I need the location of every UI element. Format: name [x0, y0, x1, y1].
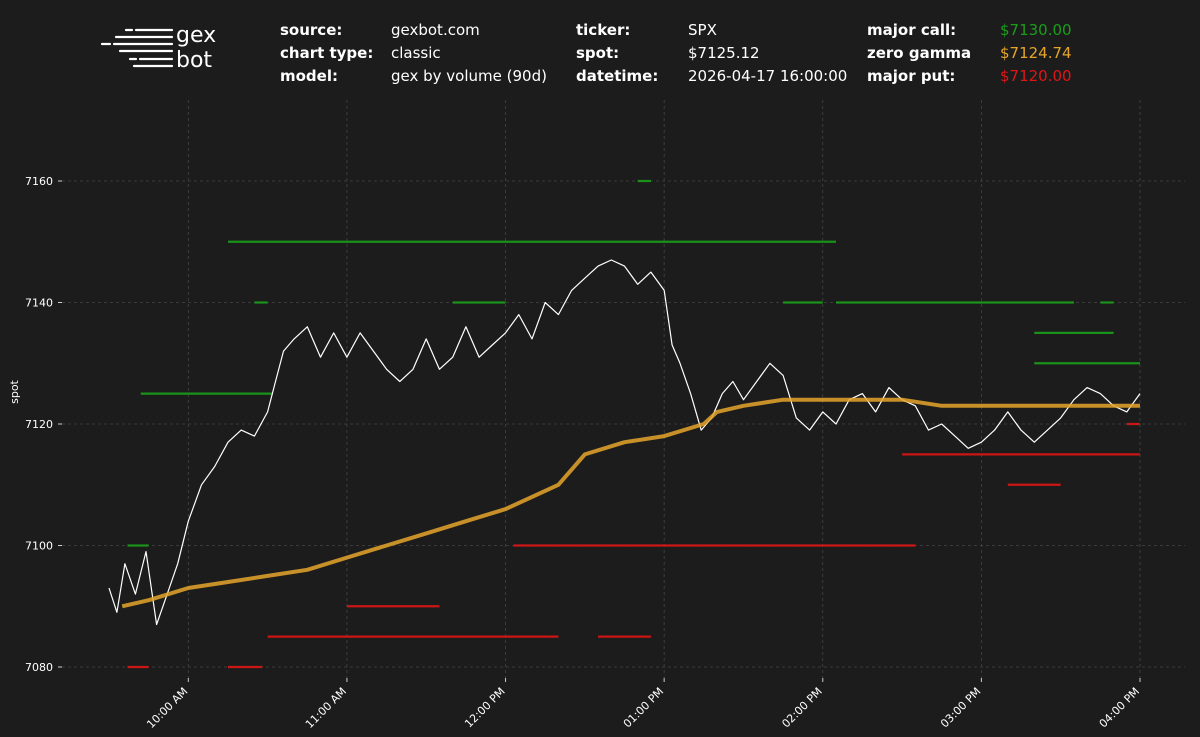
- header-value: classic: [391, 44, 441, 62]
- header-value-major-put: $7120.00: [1000, 67, 1072, 85]
- x-tick-label: 10:00 AM: [144, 685, 190, 731]
- x-tick-label: 01:00 PM: [621, 685, 666, 730]
- y-tick-label: 7100: [25, 540, 53, 553]
- speed-lines-icon: [100, 28, 174, 68]
- y-tick-label: 7160: [25, 175, 53, 188]
- y-tick-label: 7140: [25, 297, 53, 310]
- header-key: chart type:: [280, 44, 374, 62]
- logo-word-bot: bot: [176, 48, 212, 72]
- header-ticker-row: ticker:: [576, 19, 630, 42]
- header-value: $7125.12: [688, 44, 760, 62]
- header-value-major-call: $7130.00: [1000, 21, 1072, 39]
- header-chart-type-row: chart type:: [280, 42, 373, 65]
- header-value-zero-gamma: $7124.74: [1000, 44, 1072, 62]
- header-value: SPX: [688, 21, 717, 39]
- y-axis-label: spot: [8, 379, 21, 403]
- header-value: gexbot.com: [391, 21, 480, 39]
- header-value: 2026-04-17 16:00:00: [688, 67, 848, 85]
- header-key: datetime:: [576, 67, 659, 85]
- header-major-put-row: major put:: [867, 65, 955, 88]
- header-source-row: source:: [280, 19, 342, 42]
- x-tick-label: 03:00 PM: [938, 685, 983, 730]
- spot-price-line: [108, 259, 1141, 626]
- header-key: model:: [280, 67, 338, 85]
- gexbot-logo: gex bot: [100, 23, 216, 72]
- header-key: major call:: [867, 21, 957, 39]
- header-datetime-row: datetime:: [576, 65, 658, 88]
- zero-gamma-line: [121, 397, 1140, 609]
- header-key: major put:: [867, 67, 956, 85]
- y-tick-label: 7120: [25, 418, 53, 431]
- header-key: spot:: [576, 44, 620, 62]
- header-value: gex by volume (90d): [391, 67, 547, 85]
- header-key: source:: [280, 21, 343, 39]
- x-tick-label: 04:00 PM: [1097, 685, 1142, 730]
- logo-word-gex: gex: [176, 23, 216, 48]
- header-major-call-row: major call:: [867, 19, 956, 42]
- y-tick-label: 7080: [25, 661, 53, 674]
- header-key: ticker:: [576, 21, 631, 39]
- header-key: zero gamma: [867, 44, 972, 62]
- header-spot-row: spot:: [576, 42, 619, 65]
- header-zero-gamma-row: zero gamma: [867, 42, 971, 65]
- x-tick-label: 12:00 PM: [462, 685, 507, 730]
- header-model-row: model:: [280, 65, 338, 88]
- x-tick-label: 11:00 AM: [303, 685, 349, 731]
- x-tick-label: 02:00 PM: [779, 685, 824, 730]
